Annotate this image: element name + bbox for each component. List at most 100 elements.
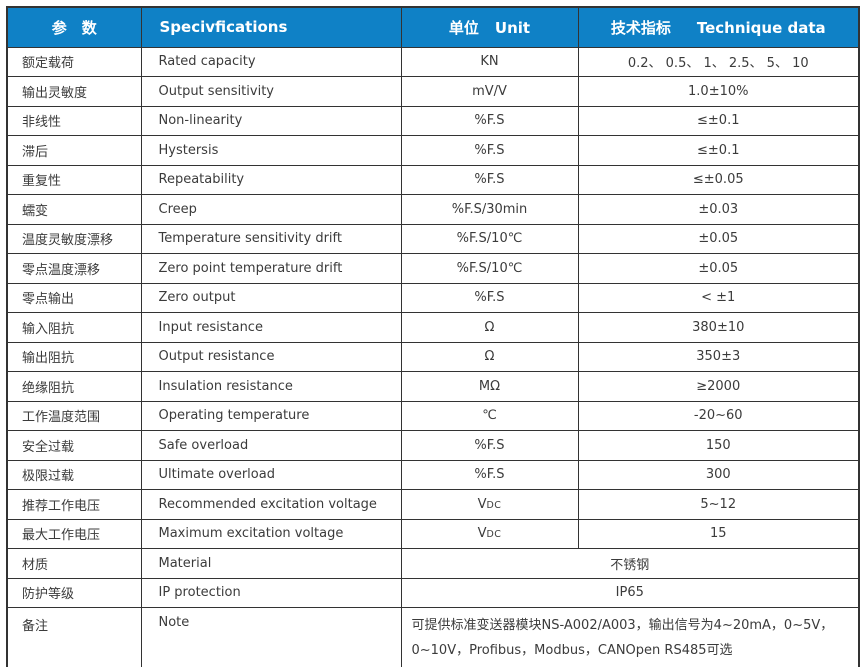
unit-label: MΩ (478, 378, 501, 394)
spec-cell: Temperature sensitivity drift (140, 223, 402, 254)
unit-cell: %F.S (400, 135, 579, 166)
table-row: 额定载荷 Rated capacity KN 0.2、 0.5、 1、 2.5、 5、… (6, 46, 860, 77)
unit-label: %F.S (474, 113, 505, 129)
unit-cell: KN (400, 46, 579, 77)
spec-cell: Insulation resistance (140, 371, 402, 402)
table-row: 安全过载 Safe overload %F.S 150 (6, 430, 860, 461)
table-row: 输出灵敏度 Output sensitivity mV/V 1.0±10% (6, 76, 860, 107)
value-cell: 15 (577, 518, 860, 549)
unit-cell: VDC (400, 489, 579, 520)
spec-cell: Material (140, 548, 402, 579)
unit-label: V (477, 496, 487, 512)
unit-label: %F.S (474, 142, 505, 158)
unit-cell: %F.S (400, 459, 579, 490)
param-cell: 防护等级 (6, 577, 142, 608)
unit-cell: MΩ (400, 371, 579, 402)
table-row: 极限过载 Ultimate overload %F.S 300 (6, 459, 860, 490)
value-cell: 350±3 (577, 341, 860, 372)
unit-label: ℃ (482, 408, 497, 424)
unit-label: %F.S (474, 467, 505, 483)
spec-cell: Hystersis (140, 135, 402, 166)
table-row: 重复性 Repeatability %F.S ≤±0.05 (6, 164, 860, 195)
param-cell: 温度灵敏度漂移 (6, 223, 142, 254)
spec-cell: Output sensitivity (140, 76, 402, 107)
value-cell: 不锈钢 (400, 548, 860, 579)
param-cell: 滞后 (6, 135, 142, 166)
table-row: 温度灵敏度漂移 Temperature sensitivity drift %F.S… (6, 223, 860, 254)
value-cell: 300 (577, 459, 860, 490)
unit-label: Ω (484, 319, 495, 335)
param-cell: 绝缘阻抗 (6, 371, 142, 402)
unit-label: Ω (484, 349, 495, 365)
unit-cell: mV/V (400, 76, 579, 107)
header-unit-cn: 单位 (448, 18, 479, 37)
param-cell: 工作温度范围 (6, 400, 142, 431)
unit-cell: %F.S/30min (400, 194, 579, 225)
unit-cell: %F.S (400, 164, 579, 195)
value-cell: 5~12 (577, 489, 860, 520)
unit-label: %F.S (474, 437, 505, 453)
spec-cell: Repeatability (140, 164, 402, 195)
param-cell: 输入阻抗 (6, 312, 142, 343)
spec-cell: Recommended excitation voltage (140, 489, 402, 520)
param-cell: 非线性 (6, 105, 142, 136)
param-cell: 材质 (6, 548, 142, 579)
table-row: 非线性 Non-linearity %F.S ≤±0.1 (6, 105, 860, 136)
spec-cell: Rated capacity (140, 46, 402, 77)
note-row: 备注 Note 可提供标准变送器模块NS-A002/A003，输出信号为4~20mA… (6, 607, 860, 667)
unit-cell: %F.S/10℃ (400, 253, 579, 284)
note-line: 可提供标准变送器模块NS-A002/A003，输出信号为4~20mA，0~5V， (411, 618, 834, 633)
param-cell: 最大工作电压 (6, 518, 142, 549)
unit-subscript: DC (486, 499, 502, 511)
value-cell: ≥2000 (577, 371, 860, 402)
header-data-en: Technique data (696, 18, 826, 37)
specification-table: 参 数 Specivfications 单位 Unit 技术指标 Technique… (6, 6, 860, 667)
unit-cell: %F.S/10℃ (400, 223, 579, 254)
header-data-cn: 技术指标 (610, 18, 671, 37)
table-row: 材质 Material 不锈钢 (6, 548, 860, 579)
param-cell: 零点温度漂移 (6, 253, 142, 284)
spec-cell: Non-linearity (140, 105, 402, 136)
table-row: 输出阻抗 Output resistance Ω 350±3 (6, 341, 860, 372)
param-cell: 极限过载 (6, 459, 142, 490)
unit-cell: Ω (400, 341, 579, 372)
spec-cell: Maximum excitation voltage (140, 518, 402, 549)
value-cell: ±0.03 (577, 194, 860, 225)
unit-label: mV/V (472, 83, 507, 99)
unit-label: %F.S (474, 290, 505, 306)
header-unit: 单位 Unit (400, 6, 579, 48)
spec-cell: Input resistance (140, 312, 402, 343)
param-cell: 备注 (6, 607, 142, 667)
spec-cell: Zero point temperature drift (140, 253, 402, 284)
unit-cell: VDC (400, 518, 579, 549)
table-row: 输入阻抗 Input resistance Ω 380±10 (6, 312, 860, 343)
note-value-cell: 可提供标准变送器模块NS-A002/A003，输出信号为4~20mA，0~5V，… (400, 607, 860, 667)
param-cell: 推荐工作电压 (6, 489, 142, 520)
spec-cell: Note (140, 607, 402, 667)
value-cell: ≤±0.1 (577, 105, 860, 136)
spec-cell: Zero output (140, 282, 402, 313)
table-row: 滞后 Hystersis %F.S ≤±0.1 (6, 135, 860, 166)
value-cell: 150 (577, 430, 860, 461)
value-cell: 1.0±10% (577, 76, 860, 107)
spec-cell: Operating temperature (140, 400, 402, 431)
table-row: 零点温度漂移 Zero point temperature drift %F.S/1… (6, 253, 860, 284)
table-row: 推荐工作电压 Recommended excitation voltage VDC 5… (6, 489, 860, 520)
unit-label: V (477, 526, 487, 542)
param-cell: 输出阻抗 (6, 341, 142, 372)
table-row: 绝缘阻抗 Insulation resistance MΩ ≥2000 (6, 371, 860, 402)
unit-label: KN (480, 54, 499, 70)
value-cell: ≤±0.05 (577, 164, 860, 195)
spec-cell: Safe overload (140, 430, 402, 461)
value-cell: < ±1 (577, 282, 860, 313)
unit-label: %F.S/30min (451, 201, 528, 217)
table-row: 最大工作电压 Maximum excitation voltage VDC 15 (6, 518, 860, 549)
note-line: 0~10V，Profibus，Modbus，CANOpen RS485可选 (411, 643, 733, 658)
unit-label: %F.S/10℃ (456, 231, 523, 247)
table-header-row: 参 数 Specivfications 单位 Unit 技术指标 Technique… (6, 6, 860, 48)
unit-label: %F.S (474, 172, 505, 188)
spec-cell: Ultimate overload (140, 459, 402, 490)
table-row: 防护等级 IP protection IP65 (6, 577, 860, 608)
value-cell: IP65 (400, 577, 860, 608)
